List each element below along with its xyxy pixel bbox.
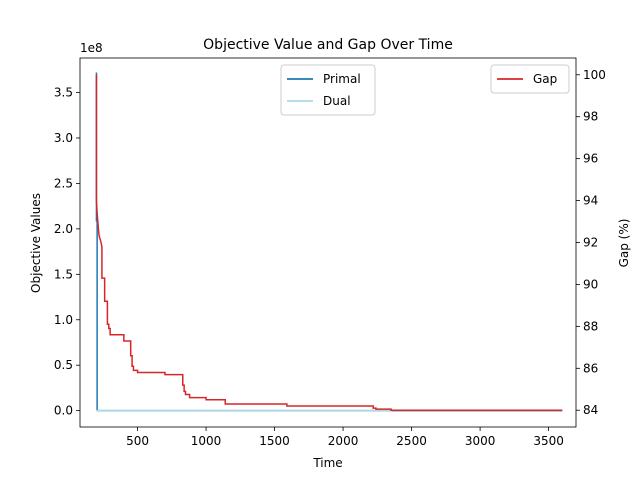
x-axis-label: Time	[312, 456, 342, 470]
y-axis-left-label: Objective Values	[29, 193, 43, 293]
y-left-tick-label: 0.0	[54, 404, 73, 418]
y-right-tick-label: 96	[583, 152, 598, 166]
y-right-tick-label: 88	[583, 319, 598, 333]
series-layer	[95, 72, 563, 412]
x-tick-label: 3000	[465, 434, 496, 448]
legend-box	[490, 64, 570, 94]
y-axis-left-multiplier: 1e8	[80, 41, 103, 55]
series-line-primal	[95, 72, 563, 412]
legend-right: Gap	[490, 64, 570, 94]
legend-label-dual: Dual	[323, 94, 351, 108]
y-right-tick-label: 98	[583, 110, 598, 124]
y-left-tick-label: 3.0	[54, 131, 73, 145]
x-tick-label: 2500	[396, 434, 427, 448]
x-tick-label: 3500	[533, 434, 564, 448]
x-tick-label: 2000	[328, 434, 359, 448]
y-right-tick-label: 92	[583, 236, 598, 250]
y-axis-right-label: Gap (%)	[617, 219, 631, 268]
y-left-tick-label: 1.0	[54, 313, 73, 327]
y-right-tick-label: 100	[583, 68, 606, 82]
x-tick-label: 500	[126, 434, 149, 448]
x-tick-label: 1500	[259, 434, 290, 448]
y-right-tick-label: 84	[583, 403, 598, 417]
y-left-tick-label: 2.5	[54, 176, 73, 190]
y-left-tick-label: 3.5	[54, 86, 73, 100]
x-tick-label: 1000	[191, 434, 222, 448]
legend-label-primal: Primal	[323, 72, 361, 86]
series-line-gap	[95, 74, 563, 411]
y-right-tick-label: 90	[583, 277, 598, 291]
axes-layer: 500 1000 1500 2000 2500 3000 3500 0.0 0.5 1.0 1.5 2…	[54, 57, 606, 448]
legend-left: Primal Dual	[280, 64, 376, 116]
y-left-tick-label: 0.5	[54, 358, 73, 372]
y-left-tick-label: 1.5	[54, 267, 73, 281]
legend-label-gap: Gap	[533, 72, 557, 86]
y-right-tick-label: 94	[583, 194, 598, 208]
y-right-tick-label: 86	[583, 361, 598, 375]
chart-title: Objective Value and Gap Over Time	[203, 37, 453, 53]
y-left-tick-label: 2.0	[54, 222, 73, 236]
legend-box	[280, 64, 376, 116]
